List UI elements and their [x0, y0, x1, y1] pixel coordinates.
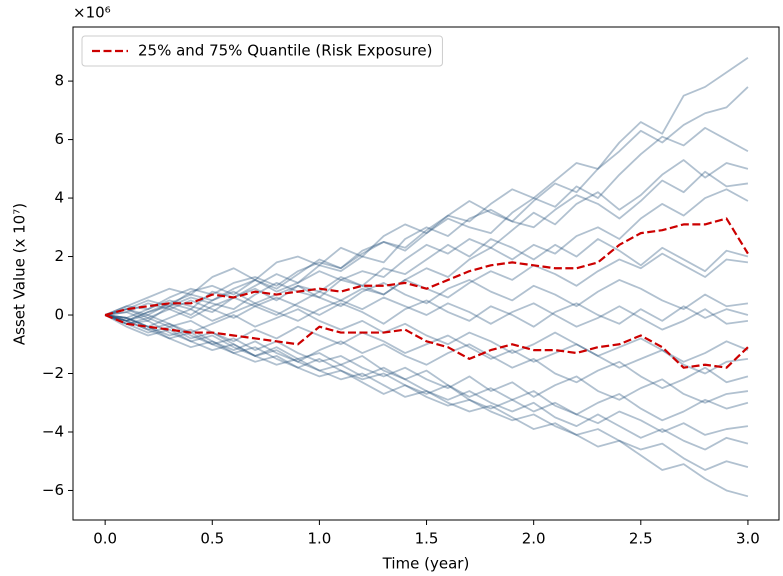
y-axis-label: Asset Value (x 10⁷) [11, 203, 29, 345]
path-line [105, 314, 749, 436]
x-tick-label: 0.0 [93, 530, 117, 548]
y-tick-label: 4 [54, 189, 64, 207]
path-line [105, 159, 749, 322]
x-tick-label: 2.5 [629, 530, 653, 548]
x-tick-label: 2.0 [522, 530, 546, 548]
y-tick-label: −6 [42, 481, 64, 499]
y-tick-label: −2 [42, 364, 64, 382]
legend-label: 25% and 75% Quantile (Risk Exposure) [138, 42, 432, 60]
path-line [104, 279, 749, 322]
path-line [104, 308, 749, 363]
y-tick-label: 6 [54, 130, 64, 148]
path-line [104, 296, 749, 328]
path-line [104, 126, 749, 316]
x-tick-label: 1.5 [415, 530, 439, 548]
path-line [104, 314, 749, 471]
path-line [104, 170, 749, 316]
path-line [105, 314, 749, 390]
legend: 25% and 75% Quantile (Risk Exposure) [81, 35, 443, 67]
y-tick-label: 2 [54, 247, 64, 265]
y-offset-label: ×10⁶ [73, 4, 111, 22]
axes-frame [72, 26, 780, 521]
y-tick-label: −4 [42, 422, 64, 440]
x-tick-label: 3.0 [736, 530, 760, 548]
y-tick-label: 0 [54, 306, 64, 324]
path-line [104, 314, 749, 404]
path-line [104, 314, 749, 451]
x-axis-label: Time (year) [382, 555, 470, 573]
path-line [104, 314, 749, 498]
x-tick-label: 0.5 [200, 530, 224, 548]
quantile-line [104, 314, 749, 369]
legend-box [81, 35, 443, 67]
path-line [105, 296, 749, 331]
plot-area [104, 56, 749, 498]
quantile-line [104, 217, 749, 317]
path-line [104, 238, 749, 316]
path-line [105, 188, 749, 319]
y-tick-label: 8 [54, 72, 64, 90]
x-tick-label: 1.0 [307, 530, 331, 548]
path-line [104, 86, 749, 322]
